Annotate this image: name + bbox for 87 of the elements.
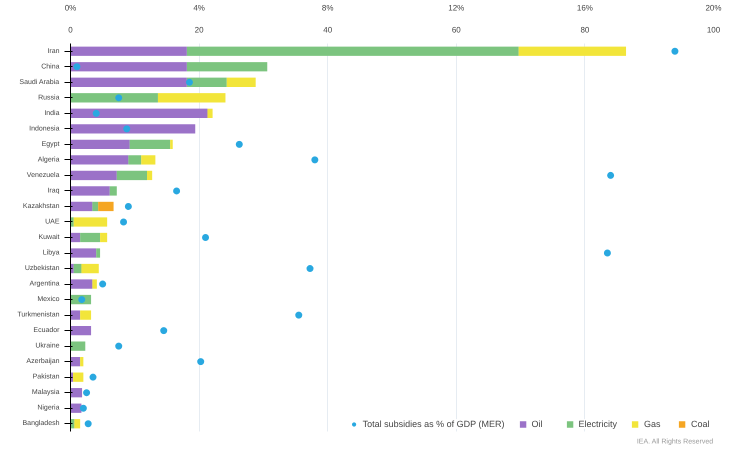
bar [98, 202, 114, 212]
bar [70, 279, 92, 289]
bar [170, 140, 173, 150]
point [202, 234, 210, 241]
legend-label: Gas [644, 419, 662, 429]
bar [70, 341, 86, 351]
point [80, 404, 87, 412]
point [84, 420, 92, 428]
bar [100, 232, 108, 242]
point [236, 140, 243, 148]
point [604, 250, 611, 257]
bar [70, 62, 187, 72]
point [306, 265, 314, 272]
bar [130, 140, 170, 150]
point [92, 110, 100, 117]
x-tick-label: 100 [706, 26, 721, 34]
bar [158, 93, 226, 102]
point [123, 125, 130, 132]
bar [74, 419, 80, 428]
bar [70, 155, 128, 165]
bar [74, 264, 82, 274]
bar [186, 46, 519, 56]
bar [96, 248, 100, 258]
point [671, 48, 678, 55]
point [115, 342, 122, 350]
bar [80, 232, 100, 242]
bar [70, 248, 96, 258]
point [90, 374, 97, 381]
bar [226, 78, 256, 87]
bar [116, 170, 148, 180]
bar [147, 170, 152, 180]
bar [70, 388, 82, 398]
bar [73, 372, 84, 382]
point [120, 218, 128, 226]
x-tick-label: 0 [68, 26, 74, 34]
x2-tick-label: 12% [448, 4, 464, 12]
point [186, 78, 193, 86]
bar [80, 310, 92, 320]
bar [70, 140, 130, 150]
x2-tick-label: 4% [193, 4, 205, 12]
bar [92, 202, 98, 212]
bar [128, 155, 142, 165]
point [173, 187, 180, 194]
bar [81, 264, 99, 274]
bar [80, 357, 84, 366]
legend-label: Coal [691, 419, 711, 429]
bar [110, 186, 117, 196]
point [73, 63, 80, 70]
legend-label: Electricity [578, 419, 617, 429]
bar [186, 78, 227, 87]
bar [70, 170, 117, 180]
bar [70, 93, 158, 102]
point [115, 94, 122, 102]
x-tick-label: 20 [194, 26, 204, 34]
bar [70, 310, 80, 320]
point [295, 312, 302, 319]
bar [70, 326, 92, 336]
bar [70, 124, 196, 134]
bar [70, 357, 80, 366]
legend-label: Total subsidies as % of GDP (MER) [362, 419, 504, 429]
bar [70, 46, 187, 56]
bar [70, 108, 208, 118]
bar [207, 108, 213, 118]
bar [70, 404, 82, 413]
point [124, 202, 132, 210]
point [197, 358, 204, 366]
legend-label: Oil [531, 419, 544, 429]
point [607, 172, 614, 179]
bar [70, 202, 92, 212]
bar [70, 186, 110, 196]
bar [92, 279, 97, 289]
bar [74, 217, 108, 227]
x-tick-label: 80 [580, 26, 590, 34]
x2-tick-label: 20% [705, 4, 722, 12]
point [99, 280, 106, 288]
x-tick-label: 60 [452, 26, 462, 34]
x2-tick-label: 8% [322, 4, 334, 12]
point [83, 389, 90, 396]
bar [518, 46, 626, 56]
x2-tick-label: 16% [576, 4, 593, 12]
point [311, 156, 318, 164]
bar [141, 155, 156, 165]
point [160, 327, 168, 334]
bar [70, 78, 187, 87]
x-tick-label: 40 [323, 26, 333, 34]
x2-tick-label: 0% [64, 4, 76, 12]
bar [186, 62, 268, 72]
